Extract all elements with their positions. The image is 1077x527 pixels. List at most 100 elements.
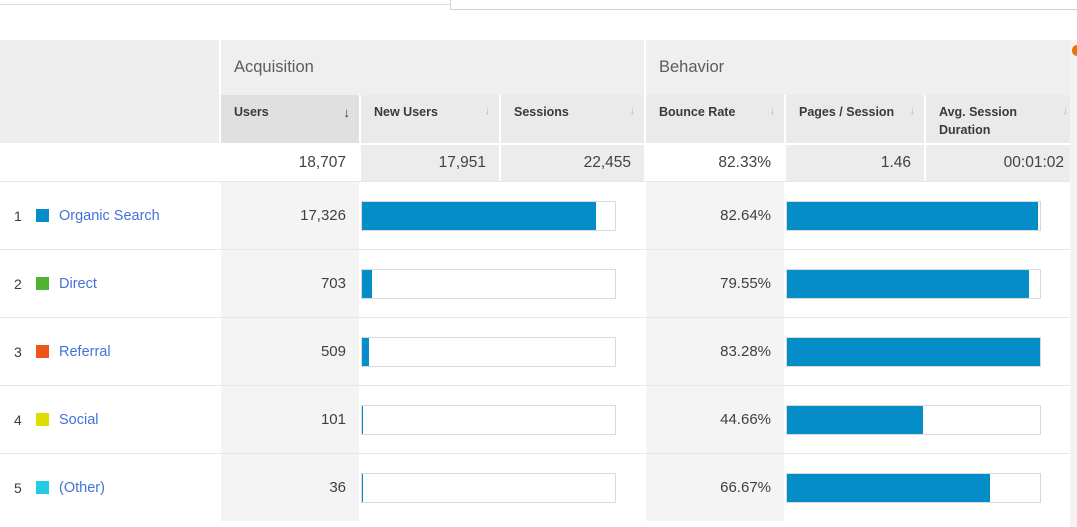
table-row: 1 Organic Search 17,326 82.64% <box>0 181 1077 249</box>
bounce-bar-track <box>786 200 1041 231</box>
column-header-new-users-label: New Users <box>374 105 438 119</box>
sort-icon[interactable]: ↓ <box>629 105 636 117</box>
totals-sessions: 22,455 <box>501 145 644 181</box>
column-header-bounce-rate-label: Bounce Rate <box>659 105 736 119</box>
channel-link[interactable]: Referral <box>59 343 111 360</box>
bounce-bar-cell <box>786 318 1077 385</box>
dimension-column-header <box>0 95 219 143</box>
users-bar-track <box>361 404 616 435</box>
users-bar-cell <box>361 454 644 521</box>
table-row: 2 Direct 703 79.55% <box>0 249 1077 317</box>
sort-icon[interactable]: ↓ <box>1062 105 1069 117</box>
totals-avg-session-duration: 00:01:02 <box>926 145 1077 181</box>
users-bar-cell <box>361 386 644 453</box>
row-rank: 4 <box>14 411 22 428</box>
users-value: 509 <box>221 318 359 385</box>
column-header-pages-session[interactable]: Pages / Session ↓ <box>786 95 924 143</box>
channel-link[interactable]: Social <box>59 411 99 428</box>
bounce-rate-value: 66.67% <box>646 454 784 521</box>
bounce-rate-bar <box>787 473 990 502</box>
sort-icon[interactable]: ↓ <box>769 105 776 117</box>
channel-color-swatch <box>36 345 49 358</box>
users-bar-track <box>361 472 616 503</box>
bounce-rate-bar <box>787 337 1040 366</box>
bounce-bar-track <box>786 472 1041 503</box>
top-divider-line-right <box>451 9 1077 10</box>
bounce-bar-track <box>786 404 1041 435</box>
acquisition-section-header: Acquisition <box>221 40 644 95</box>
cutoff-orange-icon <box>1072 45 1077 56</box>
users-bar-cell <box>361 318 644 385</box>
totals-row: 18,707 17,951 22,455 82.33% 1.46 00:01:0… <box>0 145 1077 181</box>
channel-cell: 2 Direct <box>0 250 219 317</box>
section-header-row: Acquisition Behavior <box>0 40 1077 95</box>
column-header-users-label: Users <box>234 105 269 119</box>
column-header-sessions-label: Sessions <box>514 105 569 119</box>
totals-pages-session: 1.46 <box>786 145 924 181</box>
channel-link[interactable]: (Other) <box>59 479 105 496</box>
behavior-section-header: Behavior <box>646 40 1077 95</box>
column-header-pages-session-label: Pages / Session <box>799 105 895 119</box>
totals-dimension-cell <box>0 145 219 181</box>
column-header-new-users[interactable]: New Users ↓ <box>361 95 499 143</box>
bounce-bar-cell <box>786 454 1077 521</box>
users-value: 703 <box>221 250 359 317</box>
channel-link[interactable]: Direct <box>59 275 97 292</box>
channel-color-swatch <box>36 481 49 494</box>
channels-data-table: Acquisition Behavior Users ↓ New Users ↓… <box>0 40 1077 521</box>
channel-color-swatch <box>36 413 49 426</box>
users-bar-track <box>361 268 616 299</box>
users-bar-cell <box>361 182 644 249</box>
bounce-rate-value: 44.66% <box>646 386 784 453</box>
channel-cell: 4 Social <box>0 386 219 453</box>
bounce-bar-cell <box>786 182 1077 249</box>
row-rank: 2 <box>14 275 22 292</box>
channel-cell: 3 Referral <box>0 318 219 385</box>
bounce-bar-track <box>786 336 1041 367</box>
channel-link[interactable]: Organic Search <box>59 207 160 224</box>
bounce-rate-value: 82.64% <box>646 182 784 249</box>
dimension-header-spacer <box>0 40 219 95</box>
table-row: 3 Referral 509 83.28% <box>0 317 1077 385</box>
column-header-users[interactable]: Users ↓ <box>221 95 359 143</box>
users-bar <box>362 337 369 366</box>
bounce-rate-value: 83.28% <box>646 318 784 385</box>
users-bar <box>362 269 372 298</box>
right-edge-panel <box>1070 40 1077 527</box>
table-row: 5 (Other) 36 66.67% <box>0 453 1077 521</box>
users-bar-track <box>361 200 616 231</box>
totals-new-users: 17,951 <box>361 145 499 181</box>
bounce-rate-bar <box>787 269 1029 298</box>
bounce-bar-cell <box>786 250 1077 317</box>
top-divider-corner <box>450 0 451 10</box>
sort-descending-icon[interactable]: ↓ <box>343 105 351 120</box>
bounce-bar-track <box>786 268 1041 299</box>
row-rank: 5 <box>14 479 22 496</box>
column-header-sessions[interactable]: Sessions ↓ <box>501 95 644 143</box>
table-row: 4 Social 101 44.66% <box>0 385 1077 453</box>
users-value: 36 <box>221 454 359 521</box>
bounce-rate-value: 79.55% <box>646 250 784 317</box>
channel-color-swatch <box>36 209 49 222</box>
users-value: 101 <box>221 386 359 453</box>
users-bar <box>362 405 364 434</box>
users-bar <box>362 201 597 230</box>
row-rank: 3 <box>14 343 22 360</box>
totals-bounce-rate: 82.33% <box>646 145 784 181</box>
column-header-row: Users ↓ New Users ↓ Sessions ↓ Bounce Ra… <box>0 95 1077 143</box>
bounce-rate-bar <box>787 201 1039 230</box>
sort-icon[interactable]: ↓ <box>909 105 916 117</box>
row-rank: 1 <box>14 207 22 224</box>
totals-users: 18,707 <box>221 145 359 181</box>
channel-color-swatch <box>36 277 49 290</box>
users-bar-track <box>361 336 616 367</box>
users-bar-cell <box>361 250 644 317</box>
channel-cell: 1 Organic Search <box>0 182 219 249</box>
sort-icon[interactable]: ↓ <box>484 105 491 117</box>
top-divider-line <box>0 4 450 5</box>
channel-cell: 5 (Other) <box>0 454 219 521</box>
column-header-avg-session-duration-label: Avg. Session Duration <box>939 105 1018 137</box>
column-header-bounce-rate[interactable]: Bounce Rate ↓ <box>646 95 784 143</box>
column-header-avg-session-duration[interactable]: Avg. Session Duration ↓ <box>926 95 1077 143</box>
bounce-bar-cell <box>786 386 1077 453</box>
